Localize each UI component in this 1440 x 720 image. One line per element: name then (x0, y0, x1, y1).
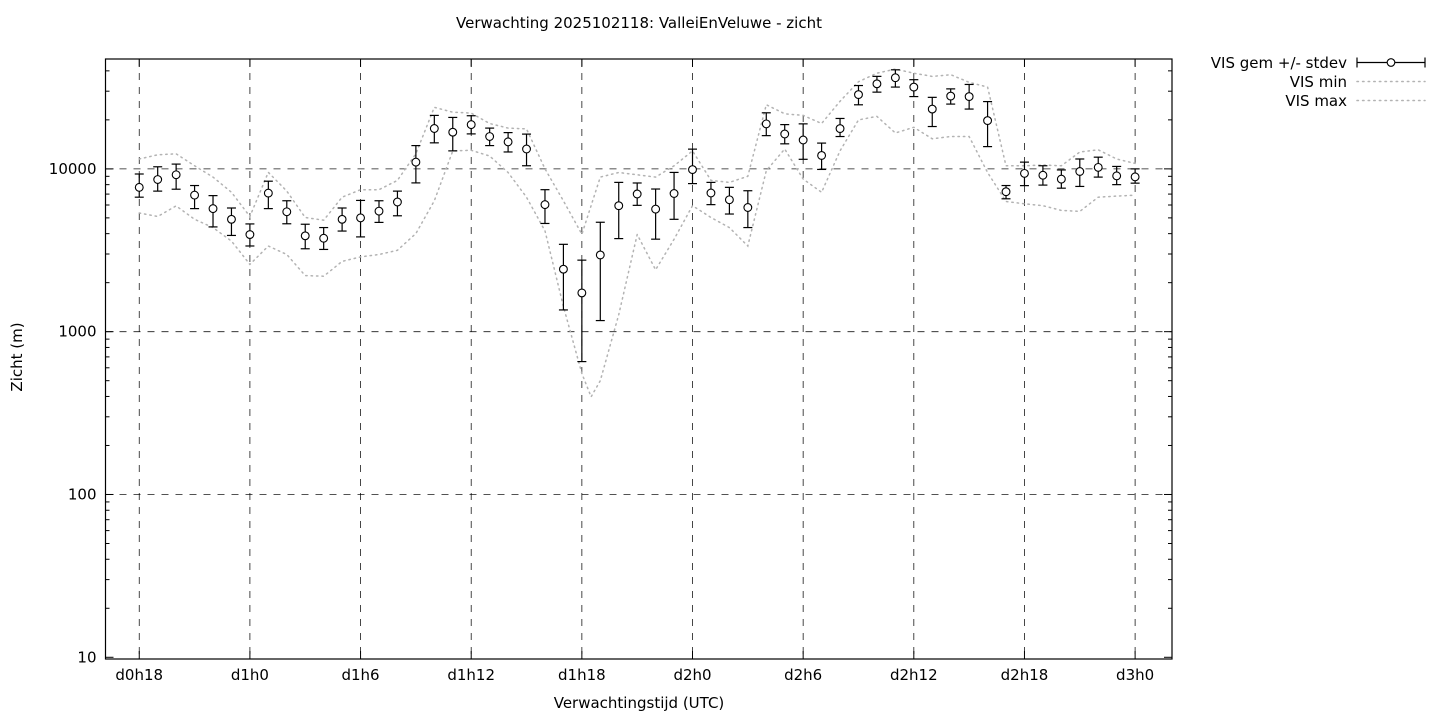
mean-point (706, 188, 716, 198)
mean-point (1112, 171, 1122, 181)
mean-point (946, 91, 956, 101)
mean-point (798, 135, 808, 145)
mean-point (227, 214, 236, 224)
mean-point (1093, 162, 1103, 172)
mean-point (964, 92, 974, 102)
x-tick-label: d1h18 (558, 666, 606, 684)
mean-point (817, 151, 827, 160)
mean-point (245, 230, 255, 239)
x-tick-label: d1h12 (447, 666, 495, 684)
dotted-line-sample-icon (1356, 99, 1426, 102)
y-tick-label: 10 (77, 648, 96, 666)
chart-title: Verwachting 2025102118: ValleiEnVeluwe -… (456, 14, 822, 32)
legend-item-vis-max: VIS max (1180, 91, 1430, 110)
mean-point (411, 157, 421, 167)
mean-point (429, 124, 439, 133)
dotted-line-sample-icon (1356, 80, 1426, 83)
mean-point (890, 73, 900, 83)
mean-point (1038, 170, 1048, 180)
mean-point (522, 144, 531, 154)
legend-item-vis-min: VIS min (1180, 72, 1430, 91)
y-tick-label: 100 (68, 485, 97, 503)
mean-point (190, 190, 200, 200)
mean-point (1020, 168, 1029, 178)
mean-point (374, 206, 384, 216)
x-tick-label: d3h0 (1116, 666, 1154, 684)
legend-label: VIS min (1289, 72, 1347, 91)
mean-point (909, 82, 919, 92)
mean-point (577, 288, 587, 298)
x-tick-label: d1h6 (341, 666, 379, 684)
mean-point (743, 203, 753, 212)
mean-point (780, 129, 790, 139)
mean-point (688, 165, 697, 175)
mean-point (835, 124, 845, 134)
mean-point (134, 182, 144, 192)
mean-point (337, 214, 347, 224)
mean-point (208, 204, 218, 214)
mean-point (392, 197, 402, 207)
legend: VIS gem +/- stdev VIS min VIS max (1180, 53, 1430, 110)
y-tick-label: 10000 (49, 160, 97, 178)
legend-item-vis-gem: VIS gem +/- stdev (1180, 53, 1430, 72)
legend-label: VIS max (1285, 91, 1347, 110)
legend-label: VIS gem +/- stdev (1210, 53, 1347, 72)
mean-point (724, 195, 734, 205)
x-tick-label: d2h0 (673, 666, 711, 684)
mean-point (558, 264, 568, 274)
mean-point (872, 79, 882, 89)
errorbar-sample-icon (1356, 57, 1426, 68)
mean-point (319, 233, 329, 243)
mean-point (263, 188, 273, 198)
y-axis-title: Zicht (m) (8, 322, 26, 392)
mean-point (300, 231, 310, 241)
mean-point (1001, 187, 1011, 197)
x-tick-label: d2h18 (1001, 666, 1049, 684)
vis-min-line (138, 115, 1136, 399)
x-tick-label: d0h18 (115, 666, 163, 684)
mean-point (466, 120, 476, 130)
mean-point (282, 207, 292, 217)
mean-point (1075, 167, 1085, 176)
mean-point (632, 189, 642, 199)
mean-point (651, 204, 661, 214)
mean-point (356, 213, 366, 223)
mean-point (503, 137, 513, 147)
plot-border (104, 58, 1173, 660)
mean-point (854, 90, 863, 100)
mean-point (614, 201, 624, 211)
x-tick-label: d2h6 (784, 666, 822, 684)
mean-point (171, 170, 181, 180)
mean-point (595, 250, 605, 260)
x-tick-label: d1h0 (231, 666, 269, 684)
mean-point (540, 200, 550, 210)
x-axis-title: Verwachtingstijd (UTC) (553, 694, 725, 712)
mean-point (485, 132, 495, 141)
mean-point (927, 104, 937, 114)
mean-point (761, 119, 771, 129)
mean-point (983, 116, 993, 126)
mean-point (1130, 172, 1140, 182)
mean-point (448, 127, 458, 137)
mean-point (153, 175, 163, 184)
y-tick-label: 1000 (58, 323, 96, 341)
mean-point (1056, 174, 1066, 184)
mean-point (669, 189, 679, 198)
x-tick-label: d2h12 (890, 666, 938, 684)
